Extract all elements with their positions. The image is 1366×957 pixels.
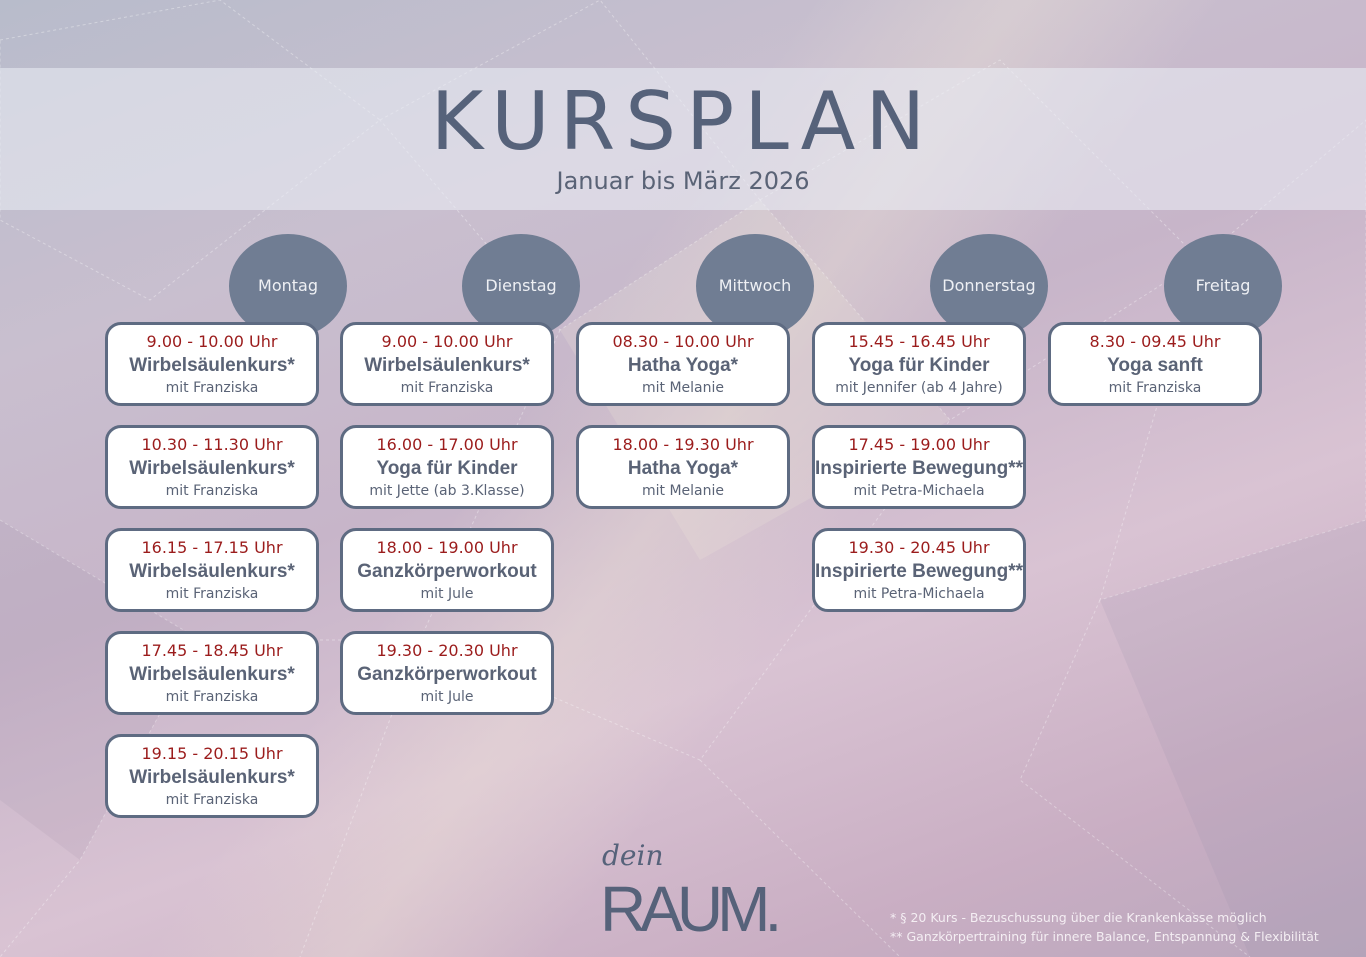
course-name: Yoga für Kinder (848, 355, 990, 376)
course-trainer: mit Franziska (165, 380, 259, 396)
footnotes: * § 20 Kurs - Bezuschussung über die Kra… (890, 908, 1319, 946)
course-card: 9.00 - 10.00 Uhr Wirbelsäulenkurs* mit Fra… (340, 322, 554, 406)
course-trainer: mit Petra-Michaela (853, 586, 985, 602)
course-card: 15.45 - 16.45 Uhr Yoga für Kinder mit Jenn… (812, 322, 1026, 406)
course-time: 18.00 - 19.00 Uhr (376, 538, 518, 557)
course-trainer: mit Petra-Michaela (853, 483, 985, 499)
course-name: Ganzkörperworkout (357, 664, 537, 685)
course-name: Yoga für Kinder (376, 458, 518, 479)
course-name: Wirbelsäulenkurs* (364, 355, 530, 376)
day-header-montag: Montag (229, 234, 347, 338)
course-trainer: mit Jule (420, 689, 474, 705)
course-name: Hatha Yoga* (627, 458, 739, 479)
course-card: 16.00 - 17.00 Uhr Yoga für Kinder mit Jett… (340, 425, 554, 509)
course-trainer: mit Franziska (165, 689, 259, 705)
course-card: 18.00 - 19.30 Uhr Hatha Yoga* mit Melanie (576, 425, 790, 509)
course-name: Wirbelsäulenkurs* (129, 458, 295, 479)
page-title: KURSPLAN (430, 75, 936, 168)
course-card: 19.30 - 20.30 Uhr Ganzkörperworkout mit Ju… (340, 631, 554, 715)
course-time: 10.30 - 11.30 Uhr (141, 435, 283, 454)
course-trainer: mit Jule (420, 586, 474, 602)
logo-line-2: RAUM. (600, 873, 782, 945)
course-name: Wirbelsäulenkurs* (129, 561, 295, 582)
course-trainer: mit Franziska (400, 380, 494, 396)
course-card: 17.45 - 19.00 Uhr Inspirierte Bewegung** m… (812, 425, 1026, 509)
course-card: 18.00 - 19.00 Uhr Ganzkörperworkout mit Ju… (340, 528, 554, 612)
day-header-dienstag: Dienstag (462, 234, 580, 338)
course-name: Inspirierte Bewegung** (815, 458, 1023, 479)
course-trainer: mit Melanie (641, 483, 724, 499)
header-band (0, 68, 1366, 210)
course-time: 18.00 - 19.30 Uhr (612, 435, 754, 454)
course-name: Wirbelsäulenkurs* (129, 767, 295, 788)
course-card: 9.00 - 10.00 Uhr Wirbelsäulenkurs* mit Fra… (105, 322, 319, 406)
course-card: 19.15 - 20.15 Uhr Wirbelsäulenkurs* mit Fr… (105, 734, 319, 818)
course-time: 17.45 - 19.00 Uhr (848, 435, 990, 454)
course-card: 19.30 - 20.45 Uhr Inspirierte Bewegung** m… (812, 528, 1026, 612)
course-card: 16.15 - 17.15 Uhr Wirbelsäulenkurs* mit Fr… (105, 528, 319, 612)
course-time: 16.00 - 17.00 Uhr (376, 435, 518, 454)
course-name: Hatha Yoga* (627, 355, 739, 376)
course-time: 15.45 - 16.45 Uhr (848, 332, 990, 351)
course-time: 8.30 - 09.45 Uhr (1089, 332, 1221, 351)
course-time: 9.00 - 10.00 Uhr (381, 332, 513, 351)
day-header-mittwoch: Mittwoch (696, 234, 814, 338)
course-name: Inspirierte Bewegung** (815, 561, 1023, 582)
footnote-1: * § 20 Kurs - Bezuschussung über die Kra… (890, 910, 1267, 925)
course-name: Ganzkörperworkout (357, 561, 537, 582)
course-trainer: mit Franziska (165, 586, 259, 602)
course-name: Yoga sanft (1107, 355, 1203, 376)
course-card: 8.30 - 09.45 Uhr Yoga sanft mit Franziska (1048, 322, 1262, 406)
course-name: Wirbelsäulenkurs* (129, 664, 295, 685)
course-time: 16.15 - 17.15 Uhr (141, 538, 283, 557)
course-trainer: mit Jennifer (ab 4 Jahre) (835, 380, 1003, 396)
course-trainer: mit Jette (ab 3.Klasse) (369, 483, 525, 499)
course-time: 9.00 - 10.00 Uhr (146, 332, 278, 351)
course-time: 08.30 - 10.00 Uhr (612, 332, 754, 351)
logo: dein RAUM. (600, 840, 800, 945)
course-time: 19.15 - 20.15 Uhr (141, 744, 283, 763)
page-subtitle: Januar bis März 2026 (556, 167, 810, 195)
course-time: 19.30 - 20.45 Uhr (848, 538, 990, 557)
day-header-donnerstag: Donnerstag (930, 234, 1048, 338)
course-card: 17.45 - 18.45 Uhr Wirbelsäulenkurs* mit Fr… (105, 631, 319, 715)
course-time: 19.30 - 20.30 Uhr (376, 641, 518, 660)
footnote-2: ** Ganzkörpertraining für innere Balance… (890, 929, 1319, 944)
course-card: 10.30 - 11.30 Uhr Wirbelsäulenkurs* mit Fr… (105, 425, 319, 509)
course-time: 17.45 - 18.45 Uhr (141, 641, 283, 660)
course-card: 08.30 - 10.00 Uhr Hatha Yoga* mit Melanie (576, 322, 790, 406)
day-header-freitag: Freitag (1164, 234, 1282, 338)
course-trainer: mit Franziska (165, 483, 259, 499)
course-trainer: mit Melanie (641, 380, 724, 396)
logo-line-1: dein (602, 839, 664, 872)
course-trainer: mit Franziska (1108, 380, 1202, 396)
course-trainer: mit Franziska (165, 792, 259, 808)
course-name: Wirbelsäulenkurs* (129, 355, 295, 376)
